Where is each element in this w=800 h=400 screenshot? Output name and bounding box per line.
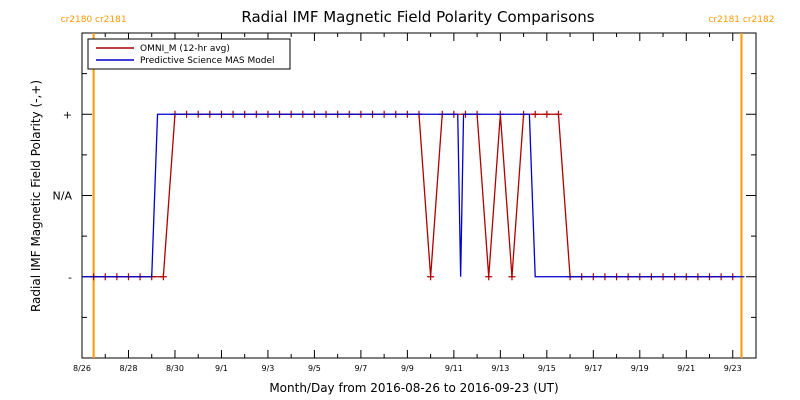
x-axis-label: Month/Day from 2016-08-26 to 2016-09-23 … <box>269 381 558 395</box>
x-tick-label: 9/21 <box>677 364 695 373</box>
omni-data-point <box>485 273 493 281</box>
carrington-rotation-label: cr2181 cr2182 <box>708 15 774 25</box>
x-tick-label: 9/5 <box>308 364 321 373</box>
omni-data-point <box>554 110 562 118</box>
y-axis-ticks: - N/A + <box>53 73 756 318</box>
x-axis-ticks: 8/26 8/28 8/30 9/1 9/3 9/5 9/7 9/9 9/11 9/13 9/15 9… <box>73 33 742 373</box>
omni-data-point <box>159 273 167 281</box>
carrington-rotation-label: cr2180 cr2181 <box>61 15 127 25</box>
series-layer <box>82 110 745 281</box>
omni-data-point <box>531 110 539 118</box>
chart-title: Radial IMF Magnetic Field Polarity Compa… <box>241 8 594 26</box>
omni-data-point <box>427 273 435 281</box>
x-tick-label: 8/26 <box>73 364 91 373</box>
x-tick-label: 9/1 <box>215 364 228 373</box>
x-tick-label: 9/19 <box>631 364 649 373</box>
x-tick-label: 9/3 <box>261 364 274 373</box>
y-tick-label: - <box>68 271 72 284</box>
carrington-rotation-lines: cr2180 cr2181 cr2181 cr2182 <box>61 15 774 358</box>
legend-label-mas: Predictive Science MAS Model <box>140 56 275 66</box>
x-tick-label: 9/23 <box>724 364 742 373</box>
x-tick-label: 9/13 <box>491 364 509 373</box>
y-tick-label: + <box>63 108 72 121</box>
y-tick-label: N/A <box>53 190 73 203</box>
x-tick-label: 9/15 <box>538 364 556 373</box>
x-tick-label: 8/28 <box>119 364 137 373</box>
legend-box <box>87 38 291 70</box>
omni-data-point <box>508 273 516 281</box>
chart-legend: OMNI_M (12-hr avg) Predictive Science MA… <box>87 38 291 70</box>
x-tick-label: 9/11 <box>445 364 463 373</box>
x-tick-label: 9/7 <box>354 364 367 373</box>
x-tick-label: 9/9 <box>401 364 414 373</box>
series-line-mas <box>82 113 745 278</box>
omni-data-point <box>543 110 551 118</box>
x-tick-label: 8/30 <box>166 364 184 373</box>
y-axis-label: Radial IMF Magnetic Field Polarity (-,+) <box>29 80 43 312</box>
x-tick-label: 9/17 <box>584 364 602 373</box>
legend-label-omni: OMNI_M (12-hr avg) <box>140 44 230 54</box>
